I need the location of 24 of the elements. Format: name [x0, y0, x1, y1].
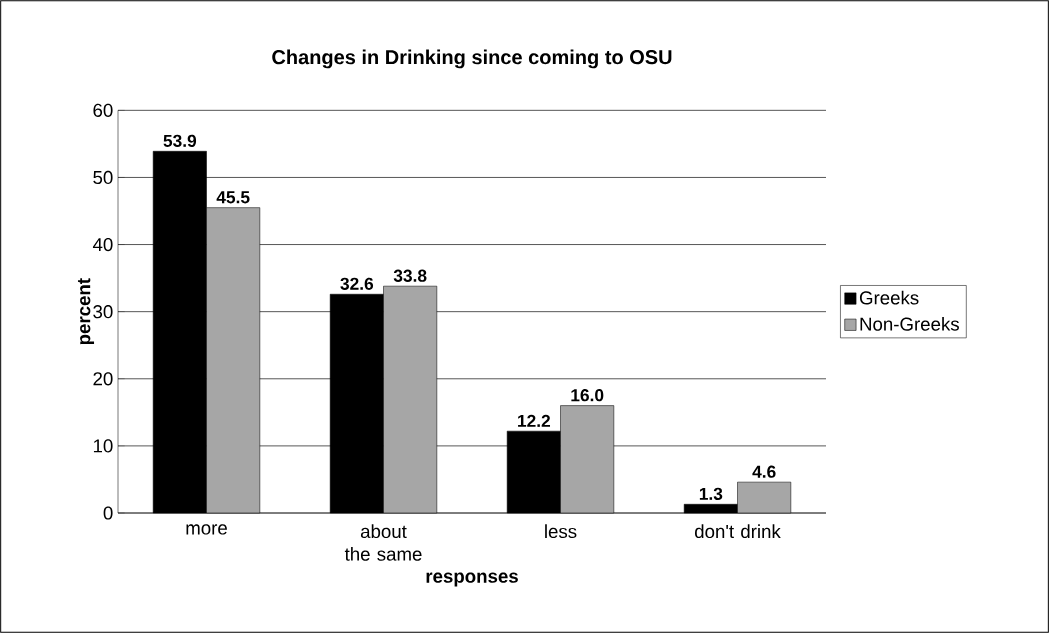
- x-tick-label: about the same: [344, 524, 422, 561]
- y-tick-label: 10: [93, 439, 113, 453]
- y-axis-title: percent: [77, 278, 95, 345]
- data-label: 53.9: [163, 134, 197, 147]
- data-label: 32.6: [340, 277, 374, 290]
- y-tick-label: 60: [93, 103, 113, 117]
- chart-title: Changes in Drinking since coming to OSU: [272, 49, 672, 69]
- data-label: 16.0: [571, 389, 604, 402]
- x-tick-label: don't drink: [694, 524, 781, 539]
- y-tick-label: 50: [93, 170, 113, 185]
- legend-label: Non-Greeks: [860, 317, 959, 331]
- data-label: 45.5: [216, 191, 250, 204]
- x-tick-label: less: [545, 524, 577, 539]
- y-tick-label: 30: [93, 305, 113, 319]
- data-label: 1.3: [699, 487, 723, 500]
- legend-label: Greeks: [859, 290, 919, 305]
- data-label: 12.2: [518, 414, 551, 427]
- y-tick-label: 20: [93, 372, 113, 386]
- data-label: 4.6: [752, 465, 776, 478]
- data-label: 33.8: [393, 269, 427, 282]
- x-axis-title: responses: [426, 572, 518, 587]
- y-tick-label: 0: [103, 506, 113, 520]
- y-tick-label: 40: [92, 237, 113, 252]
- x-tick-label: more: [186, 524, 227, 535]
